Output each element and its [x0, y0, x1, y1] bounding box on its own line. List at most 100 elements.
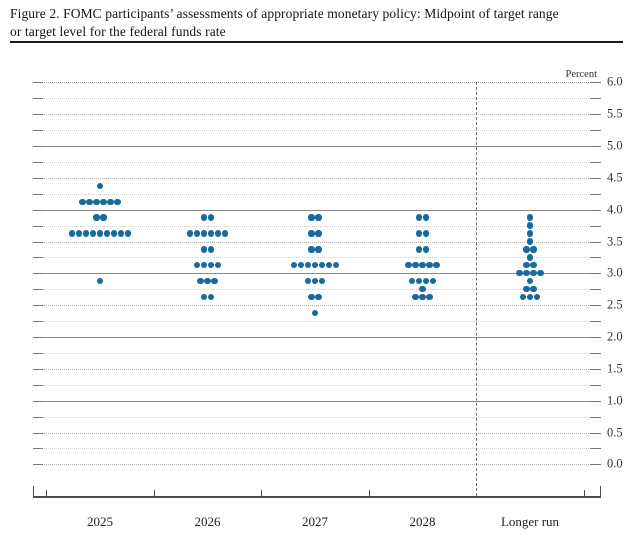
gridline-major	[33, 337, 601, 338]
projection-dot	[124, 230, 132, 237]
projection-dot	[308, 246, 315, 253]
gridline-minor	[33, 161, 601, 163]
projection-dot	[93, 198, 100, 205]
projection-dot	[103, 230, 111, 237]
projection-dot	[311, 262, 319, 269]
projection-dot	[537, 270, 544, 277]
y-axis-left-stub	[33, 82, 43, 84]
projection-dot	[318, 278, 326, 285]
y-axis-right-tick	[590, 98, 601, 100]
y-axis-unit-label: Percent	[565, 69, 598, 81]
projection-dot	[207, 262, 215, 269]
projection-dot	[426, 294, 433, 301]
projection-dot	[290, 262, 298, 269]
projection-dot	[523, 262, 530, 269]
projection-dot	[75, 230, 83, 237]
x-axis	[33, 496, 601, 498]
y-axis-right-tick	[590, 193, 601, 195]
projection-dot	[117, 230, 125, 237]
projection-dot	[530, 270, 537, 277]
y-axis-left-stub	[33, 177, 43, 179]
title-rule	[10, 41, 623, 43]
y-axis-right-tick	[590, 114, 601, 116]
projection-dot	[422, 246, 430, 253]
y-axis-left-stub	[33, 416, 43, 418]
projection-dot	[193, 230, 201, 237]
y-axis-right-tick	[590, 448, 601, 450]
figure-title-line2: or target level for the federal funds ra…	[10, 23, 226, 39]
projection-dot	[412, 262, 419, 269]
projection-dot	[315, 294, 322, 301]
y-tick-label: 5.0	[607, 138, 623, 153]
projection-dot	[207, 230, 215, 237]
y-axis-right-tick	[590, 416, 601, 418]
y-axis-left-stub	[33, 98, 43, 100]
projection-dot	[516, 270, 523, 277]
projection-dot	[415, 246, 423, 253]
projection-dot	[93, 214, 100, 221]
y-axis-left-stub	[33, 384, 43, 386]
projection-dot	[214, 230, 222, 237]
y-axis-left-stub	[33, 193, 43, 195]
y-tick-label: 0.5	[607, 425, 623, 439]
projection-dot	[114, 198, 121, 205]
x-tick-label: 2026	[194, 514, 221, 529]
projection-dot	[523, 286, 530, 293]
y-axis-left-stub	[33, 114, 43, 116]
projection-dot	[422, 214, 430, 221]
y-tick-label: 6.0	[607, 74, 623, 89]
projection-dot	[207, 214, 215, 221]
gridline-minor	[33, 98, 601, 100]
projection-dot	[96, 182, 104, 189]
y-axis-right-tick	[590, 257, 601, 259]
gridline-major	[33, 209, 601, 211]
y-axis-left-stub	[33, 368, 43, 370]
projection-dot	[197, 278, 204, 285]
projection-dot	[96, 230, 104, 237]
y-axis-right-tick	[590, 82, 601, 84]
y-tick-label: 3.0	[607, 265, 623, 280]
x-axis-tick	[583, 490, 585, 496]
projection-dot	[311, 278, 319, 285]
projection-dot	[426, 262, 433, 269]
projection-dot	[526, 214, 534, 221]
y-axis-right-tick	[590, 161, 601, 163]
projection-dot	[311, 309, 319, 317]
projection-dot	[526, 278, 534, 285]
gridline-minor	[33, 384, 601, 386]
projection-dot	[86, 198, 93, 205]
projection-dot	[526, 230, 534, 237]
y-axis-right-tick	[590, 368, 601, 370]
projection-dot	[433, 262, 440, 269]
y-axis-left-stub	[33, 209, 43, 211]
projection-dot	[207, 294, 215, 301]
y-axis-left-stub	[33, 241, 43, 243]
gridline-minor	[33, 241, 601, 243]
projection-dot	[526, 294, 534, 301]
x-axis-left-corner	[33, 486, 34, 496]
y-axis-left-stub	[33, 321, 43, 322]
y-tick-label: 4.5	[607, 170, 623, 185]
gridline-minor	[33, 464, 601, 466]
y-axis-right-tick	[590, 289, 601, 291]
y-axis-left-stub	[33, 257, 43, 259]
projection-dot	[332, 262, 340, 269]
figure-title: Figure 2. FOMC participants’ assessments…	[10, 5, 628, 40]
projection-dot	[110, 230, 118, 237]
projection-dot	[214, 262, 222, 269]
gridline-minor	[33, 321, 601, 322]
y-tick-label: 3.5	[607, 234, 623, 248]
x-tick-label: 2025	[87, 514, 113, 529]
y-axis-right-tick	[590, 130, 601, 131]
projection-dot	[186, 230, 194, 237]
projection-dot	[422, 278, 430, 285]
y-axis-left-stub	[33, 337, 43, 338]
gridline-minor	[33, 257, 601, 259]
projection-dot	[200, 214, 208, 221]
gridline-minor	[33, 177, 601, 179]
y-tick-label: 4.0	[607, 202, 623, 217]
x-tick-label: 2028	[409, 514, 436, 529]
projection-dot	[96, 278, 104, 285]
x-tick-label: Longer run	[500, 514, 560, 529]
